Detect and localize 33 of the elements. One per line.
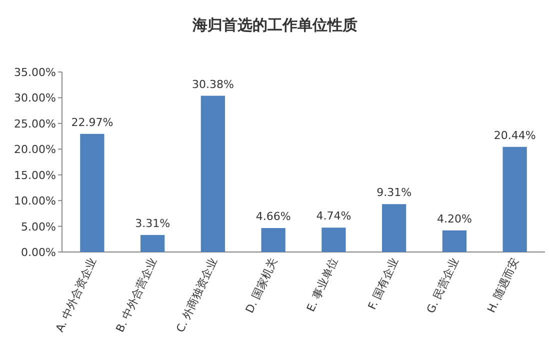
data-label: 4.74% bbox=[316, 210, 352, 223]
chart-title: 海归首选的工作单位性质 bbox=[192, 16, 358, 34]
data-label: 20.44% bbox=[494, 128, 536, 142]
bar bbox=[261, 228, 286, 252]
x-tick-label: H. 随遇而安 bbox=[484, 256, 522, 315]
y-tick-label: 20.00% bbox=[14, 143, 56, 156]
bar bbox=[200, 96, 226, 252]
data-label: 22.97% bbox=[71, 116, 114, 129]
data-label: 4.66% bbox=[256, 210, 291, 224]
bar bbox=[80, 134, 104, 252]
data-label: 3.31% bbox=[135, 216, 170, 230]
data-label: 9.31% bbox=[376, 186, 412, 200]
y-tick-label: 5.00% bbox=[21, 220, 56, 234]
y-tick-label: 30.00% bbox=[14, 92, 56, 105]
bar bbox=[382, 204, 406, 252]
bar bbox=[502, 146, 527, 252]
y-tick-label: 25.00% bbox=[14, 117, 56, 130]
x-tick-label: F. 国有企业 bbox=[366, 256, 401, 312]
x-tick-label: C. 外商独资企业 bbox=[174, 256, 220, 334]
x-tick-label: E. 事业单位 bbox=[304, 256, 340, 314]
data-label: 4.20% bbox=[436, 212, 472, 226]
bar bbox=[322, 228, 346, 252]
x-tick-label: B. 中外合营企业 bbox=[113, 256, 160, 334]
y-tick-label: 0.00% bbox=[21, 246, 56, 259]
x-tick-label: A. 中外合资企业 bbox=[53, 256, 99, 334]
y-tick-label: 35.00% bbox=[14, 66, 56, 79]
x-tick-label: G. 民营企业 bbox=[424, 256, 462, 316]
data-label: 30.38% bbox=[192, 78, 234, 91]
bar bbox=[442, 230, 467, 252]
y-tick-label: 15.00% bbox=[14, 168, 56, 182]
y-tick-label: 10.00% bbox=[14, 194, 56, 208]
bar bbox=[140, 234, 165, 252]
x-tick-label: D. 国家机关 bbox=[243, 256, 280, 316]
